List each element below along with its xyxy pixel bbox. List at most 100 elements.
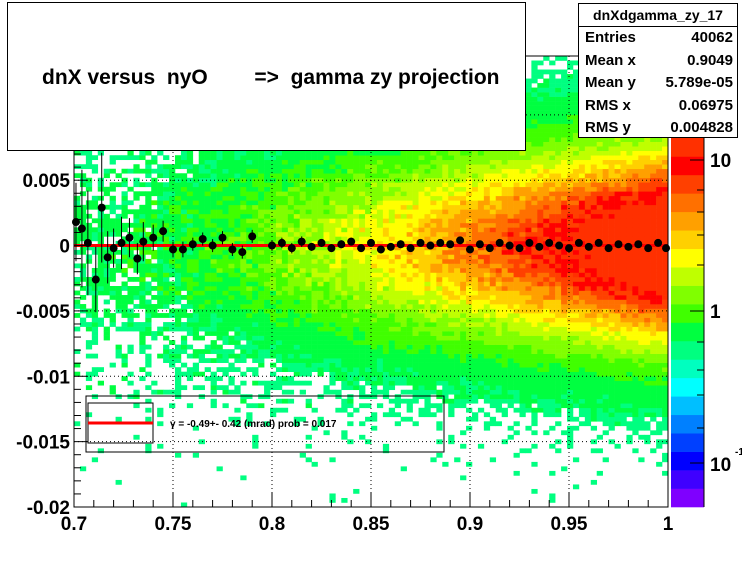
heatmap-cell (180, 254, 188, 260)
heatmap-cell (210, 222, 217, 228)
heatmap-cell (519, 182, 526, 188)
heatmap-cell (287, 367, 295, 372)
heatmap-cell (293, 258, 301, 264)
heatmap-cell (323, 385, 330, 391)
heatmap-cell (151, 209, 158, 215)
heatmap-cell (448, 313, 455, 318)
heatmap-cell (555, 218, 562, 224)
heatmap-cell (192, 367, 200, 372)
heatmap-cell (555, 367, 562, 372)
heatmap-cell (376, 403, 384, 409)
heatmap-cell (281, 313, 289, 318)
heatmap-cell (442, 313, 449, 318)
heatmap-cell (347, 394, 354, 400)
heatmap-cell (471, 353, 479, 359)
heatmap-cell (543, 317, 550, 323)
heatmap-cell (448, 371, 455, 377)
heatmap-cell (192, 168, 200, 174)
heatmap-cell (293, 362, 301, 368)
heatmap-cell (495, 195, 502, 201)
heatmap-cell (501, 385, 508, 391)
heatmap-cell (371, 263, 378, 269)
heatmap-cell (382, 263, 390, 269)
heatmap-cell (341, 204, 348, 210)
heatmap-cell (174, 322, 182, 327)
heatmap-cell (430, 290, 437, 296)
heatmap-cell (169, 362, 176, 368)
heatmap-cell (471, 299, 479, 305)
heatmap-cell (192, 362, 200, 368)
heatmap-cell (448, 209, 455, 215)
heatmap-cell (252, 155, 259, 161)
heatmap-cell (495, 331, 502, 336)
heatmap-cell (210, 349, 217, 354)
heatmap-cell (91, 267, 99, 273)
heatmap-cell (174, 263, 182, 269)
heatmap-cell (347, 286, 354, 291)
heatmap-cell (519, 313, 526, 318)
heatmap-cell (299, 313, 306, 318)
heatmap-cell (430, 155, 437, 161)
heatmap-cell (466, 331, 473, 336)
heatmap-cell (347, 281, 354, 287)
heatmap-cell (430, 236, 437, 242)
heatmap-cell (442, 326, 449, 332)
heatmap-cell (347, 353, 354, 359)
heatmap-cell (525, 128, 532, 133)
heatmap-cell (264, 263, 271, 269)
heatmap-cell (216, 168, 223, 174)
heatmap-cell (495, 258, 502, 264)
heatmap-cell (347, 155, 354, 161)
heatmap-cell (406, 380, 413, 386)
heatmap-cell (424, 398, 431, 404)
heatmap-cell (543, 191, 550, 197)
heatmap-cell (359, 313, 366, 318)
heatmap-cell (483, 371, 491, 377)
heatmap-cell (121, 204, 128, 210)
heatmap-cell (543, 367, 550, 372)
heatmap-cell (531, 92, 538, 97)
heatmap-cell (311, 159, 318, 165)
heatmap-cell (222, 222, 229, 228)
heatmap-cell (127, 380, 134, 386)
heatmap-cell (133, 236, 140, 242)
heatmap-cell (501, 308, 508, 314)
heatmap-cell (311, 358, 318, 363)
heatmap-cell (442, 344, 449, 350)
heatmap-cell (97, 150, 104, 156)
heatmap-cell (258, 218, 265, 224)
heatmap-cell (376, 276, 384, 282)
heatmap-cell (258, 245, 265, 251)
heatmap-cell (448, 281, 455, 287)
heatmap-cell (436, 258, 443, 264)
heatmap-cell (127, 150, 134, 156)
heatmap-cell (531, 281, 538, 287)
heatmap-cell (555, 317, 562, 323)
heatmap-cell (299, 295, 306, 300)
heatmap-cell (424, 299, 431, 305)
heatmap-cell (180, 267, 188, 273)
heatmap-cell (151, 213, 158, 219)
heatmap-cell (501, 295, 508, 300)
heatmap-cell (501, 200, 508, 206)
heatmap-cell (186, 281, 194, 287)
heatmap-cell (436, 281, 443, 287)
heatmap-cell (471, 245, 479, 251)
heatmap-cell (169, 209, 176, 215)
heatmap-cell (180, 502, 188, 507)
heatmap-cell (448, 168, 455, 174)
heatmap-cell (198, 308, 205, 314)
heatmap-cell (293, 295, 301, 300)
heatmap-cell (252, 299, 259, 305)
heatmap-cell (210, 340, 217, 345)
heatmap-cell (234, 155, 241, 161)
heatmap-cell (549, 186, 556, 192)
heatmap-cell (489, 276, 497, 282)
heatmap-cell (365, 191, 372, 197)
heatmap-cell (281, 263, 289, 269)
heatmap-cell (483, 191, 491, 197)
heatmap-cell (186, 299, 194, 305)
heatmap-cell (216, 466, 223, 472)
heatmap-cell (365, 245, 372, 251)
heatmap-cell (281, 191, 289, 197)
